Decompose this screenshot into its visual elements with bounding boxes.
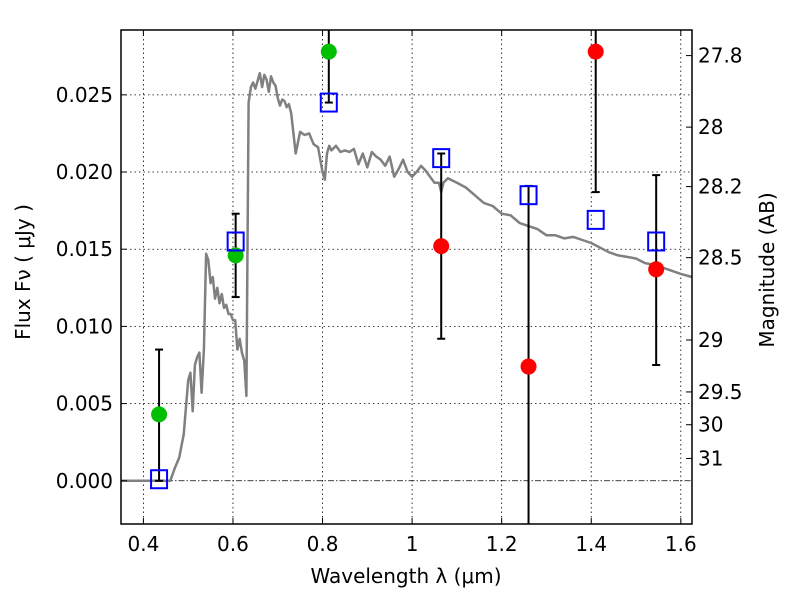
model-square bbox=[647, 231, 666, 252]
right-tick-label: 28 bbox=[698, 115, 723, 139]
spectrum-line bbox=[121, 71, 693, 483]
x-tick-label: 0.8 bbox=[307, 532, 339, 556]
spectrum-layer bbox=[121, 71, 693, 483]
y-tick-label: 0.000 bbox=[56, 469, 113, 493]
right-tick-label: 28.5 bbox=[698, 246, 743, 270]
model-square bbox=[586, 209, 605, 230]
detected-point bbox=[320, 43, 337, 60]
y-tick-label: 0.010 bbox=[56, 314, 113, 338]
right-magnitude-axis: 27.8 28 28.2 28.5 29 29.5 30 31 bbox=[686, 44, 743, 470]
right-tick-label: 29.5 bbox=[698, 380, 743, 404]
model-square bbox=[319, 92, 338, 113]
right-tick-label: 30 bbox=[698, 413, 723, 437]
x-tick-label: 1.6 bbox=[665, 532, 697, 556]
points-layer bbox=[150, 43, 666, 490]
nondetection-point bbox=[433, 238, 450, 255]
x-tick-label: 0.4 bbox=[127, 532, 159, 556]
model-square bbox=[519, 185, 538, 206]
nondetection-point bbox=[520, 358, 537, 375]
y-tick-label: 0.005 bbox=[56, 392, 113, 416]
x-axis-label: Wavelength λ (μm) bbox=[310, 564, 501, 588]
model-square bbox=[432, 148, 451, 169]
y-axis-label: Flux Fν ( μJy ) bbox=[11, 204, 35, 340]
right-tick-label: 28.2 bbox=[698, 175, 743, 199]
model-square bbox=[150, 469, 169, 490]
y-tick-label: 0.020 bbox=[56, 160, 113, 184]
right-tick-label: 31 bbox=[698, 446, 723, 470]
detected-point bbox=[151, 406, 168, 423]
errorbar-layer bbox=[155, 30, 661, 524]
nondetection-point bbox=[587, 43, 604, 60]
right-tick-label: 29 bbox=[698, 328, 723, 352]
nondetection-point bbox=[648, 261, 665, 278]
x-tick-label: 0.6 bbox=[217, 532, 249, 556]
y-axis: 0.000 0.005 0.010 0.015 0.020 0.025 bbox=[56, 83, 127, 493]
x-axis: 0.4 0.6 0.8 1 1.2 1.4 1.6 bbox=[127, 30, 697, 556]
x-tick-label: 1 bbox=[406, 532, 419, 556]
plot-frame bbox=[120, 29, 693, 525]
model-square bbox=[226, 231, 245, 252]
right-tick-label: 27.8 bbox=[698, 44, 743, 68]
y-tick-label: 0.025 bbox=[56, 83, 113, 107]
y-tick-label: 0.015 bbox=[56, 237, 113, 261]
right-axis-label: Magnitude (AB) bbox=[755, 192, 779, 347]
x-tick-label: 1.2 bbox=[486, 532, 518, 556]
x-tick-label: 1.4 bbox=[575, 532, 607, 556]
